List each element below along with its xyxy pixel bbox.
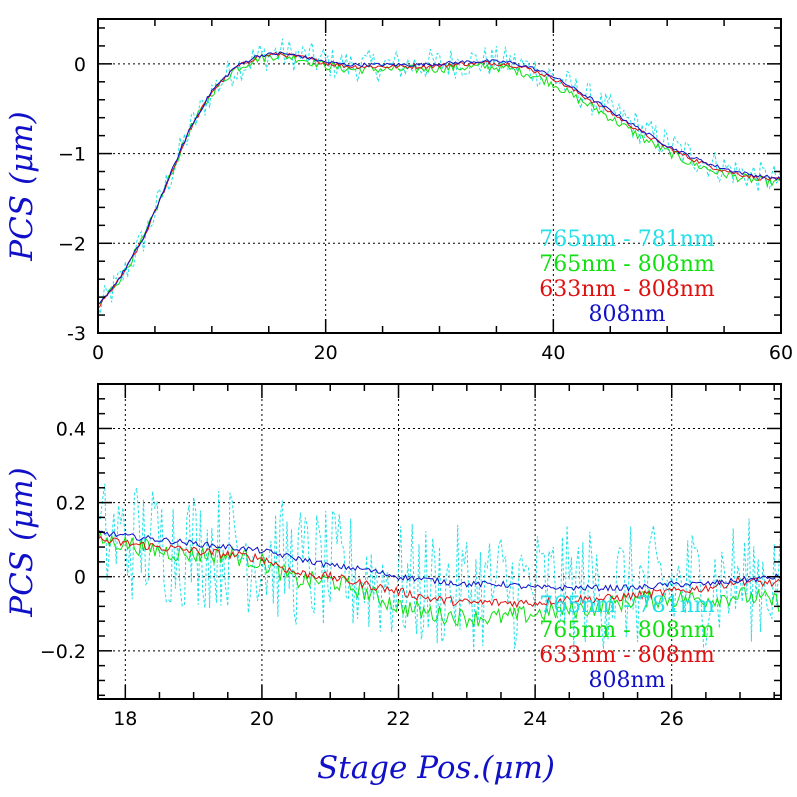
bottom-series-line [98, 530, 781, 592]
bottom-series-group [98, 483, 781, 651]
bottom-series-line [98, 483, 781, 651]
top-series-group [98, 38, 781, 314]
top-series-line [98, 51, 781, 305]
bottom-x-tick-label: 26 [660, 708, 684, 730]
top-y-axis-title: PCS (μm) [4, 111, 40, 261]
top-legend-label: 633nm - 808nm [539, 277, 715, 302]
top-y-tick-label: 0 [74, 54, 86, 76]
top-series-line [98, 51, 781, 305]
bottom-series-line [98, 531, 781, 629]
top-y-tick-label: −1 [58, 144, 86, 166]
bottom-x-tick-label: 18 [113, 708, 137, 730]
bottom-y-tick-label: 0.2 [56, 493, 86, 515]
top-legend-label: 765nm - 808nm [539, 252, 715, 277]
bottom-y-tick-label: 0.4 [56, 418, 86, 440]
bottom-y-axis-title: PCS (μm) [4, 467, 40, 617]
bottom-x-tick-label: 22 [386, 708, 410, 730]
bottom-x-axis-title: Stage Pos.(μm) [317, 750, 555, 786]
top-legend-label: 808nm [588, 302, 665, 327]
bottom-series-line [98, 536, 781, 609]
top-x-tick-label: 40 [541, 342, 565, 364]
top-x-tick-label: 60 [769, 342, 793, 364]
top-series-line [98, 51, 781, 309]
bottom-plot-frame [97, 383, 782, 700]
bottom-y-tick-label: −0.2 [40, 641, 86, 663]
bottom-x-tick-label: 24 [523, 708, 547, 730]
bottom-panel: 18 20 22 24 26 −0.2 0 0.2 0.4 765nm - 781nm765nm … [40, 383, 782, 730]
top-series-line [98, 38, 781, 314]
top-x-tick-label: 0 [92, 342, 104, 364]
bottom-y-tick-label: 0 [74, 567, 86, 589]
bottom-legend-label: 808nm [588, 668, 665, 693]
bottom-legend-label: 765nm - 808nm [539, 618, 715, 643]
bottom-legend-label: 633nm - 808nm [539, 643, 715, 668]
top-legend-label: 765nm - 781nm [539, 227, 715, 252]
top-y-tick-label: -3 [67, 323, 86, 345]
bottom-legend-label: 765nm - 781nm [539, 593, 715, 618]
bottom-x-tick-label: 20 [250, 708, 274, 730]
top-x-tick-label: 20 [314, 342, 338, 364]
top-y-tick-label: −2 [58, 233, 86, 255]
